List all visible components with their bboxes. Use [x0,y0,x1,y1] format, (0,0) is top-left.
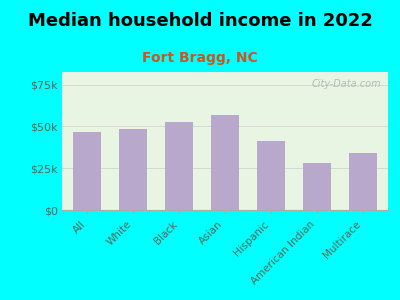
Bar [302,163,331,210]
Bar [73,132,102,210]
Text: Fort Bragg, NC: Fort Bragg, NC [142,51,258,65]
Text: Median household income in 2022: Median household income in 2022 [28,12,372,30]
Bar [119,129,148,210]
Bar [165,122,193,210]
Text: City-Data.com: City-Data.com [312,79,382,89]
Bar [257,141,285,210]
Bar [348,153,377,210]
Bar [211,115,239,210]
